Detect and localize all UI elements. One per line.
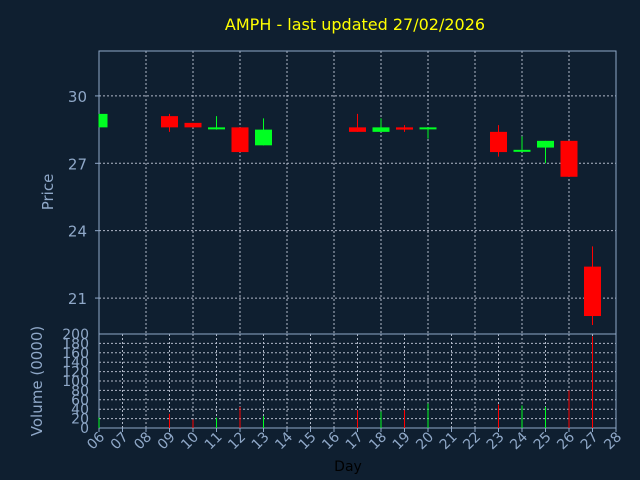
- x-axis-ticks: 06 07 08 09 10 11 12 13 14 15 16 17 18 19 20 21 22 23 24 25…: [84, 428, 625, 453]
- volume-tick-label: 100: [62, 374, 89, 390]
- x-tick-label: 24: [507, 429, 531, 453]
- x-tick-label: 10: [178, 429, 202, 453]
- price-axis-label: Price: [39, 174, 57, 211]
- x-axis-label: Day: [334, 459, 362, 475]
- x-tick-label: 27: [578, 429, 602, 453]
- candle-body: [161, 116, 178, 128]
- x-tick-label: 07: [108, 429, 132, 453]
- candle-body: [513, 149, 531, 152]
- price-frame: [98, 50, 617, 335]
- volume-tick-label: 80: [71, 383, 89, 399]
- volume-axis-label: Volume (0000): [28, 326, 46, 436]
- candle-body: [208, 127, 225, 130]
- chart-title: AMPH - last updated 27/02/2026: [225, 15, 485, 34]
- price-panel: 21 24 27 30: [68, 50, 617, 335]
- x-tick-label: 28: [601, 429, 625, 453]
- x-tick-label: 14: [272, 429, 296, 453]
- candle-body: [560, 140, 578, 177]
- candle-body: [396, 127, 413, 130]
- x-tick-label: 17: [343, 429, 367, 453]
- candle-body: [372, 127, 390, 132]
- volume-tick-label: 200: [62, 327, 89, 343]
- volume-tick-label: 120: [62, 365, 89, 381]
- volume-tick-label: 0: [80, 421, 89, 437]
- candle-body: [255, 129, 272, 146]
- candle-body: [184, 122, 202, 128]
- x-tick-label: 15: [296, 429, 320, 453]
- candle-body: [231, 127, 249, 153]
- volume-tick-label: 60: [71, 393, 89, 409]
- x-tick-label: 09: [155, 429, 179, 453]
- x-tick-label: 08: [131, 429, 155, 453]
- x-tick-label: 21: [437, 429, 461, 453]
- price-tick-label: 21: [68, 290, 87, 308]
- volume-tick-label: 180: [62, 336, 89, 352]
- x-tick-label: 22: [460, 429, 484, 453]
- x-tick-label: 25: [531, 429, 555, 453]
- x-tick-label: 13: [249, 429, 273, 453]
- volume-tick-label: 20: [71, 412, 89, 428]
- candle-body: [584, 266, 601, 317]
- x-tick-label: 26: [554, 429, 578, 453]
- x-tick-label: 12: [225, 429, 249, 453]
- volume-tick-label: 140: [62, 355, 89, 371]
- volume-tick-label: 40: [71, 402, 89, 418]
- price-tick-label: 30: [68, 88, 87, 106]
- x-tick-label: 16: [319, 429, 343, 453]
- candle-body: [419, 127, 437, 130]
- price-tick-label: 27: [68, 155, 87, 173]
- price-tick-label: 24: [68, 223, 87, 241]
- candle-body: [537, 140, 554, 148]
- x-tick-label: 19: [390, 429, 414, 453]
- x-tick-label: 18: [366, 429, 390, 453]
- x-tick-label: 23: [484, 429, 508, 453]
- x-tick-label: 20: [413, 429, 437, 453]
- candle-body: [490, 131, 507, 153]
- x-tick-label: 11: [202, 429, 226, 453]
- volume-tick-label: 160: [62, 346, 89, 362]
- candle-body: [99, 113, 108, 128]
- candle-body: [349, 127, 366, 132]
